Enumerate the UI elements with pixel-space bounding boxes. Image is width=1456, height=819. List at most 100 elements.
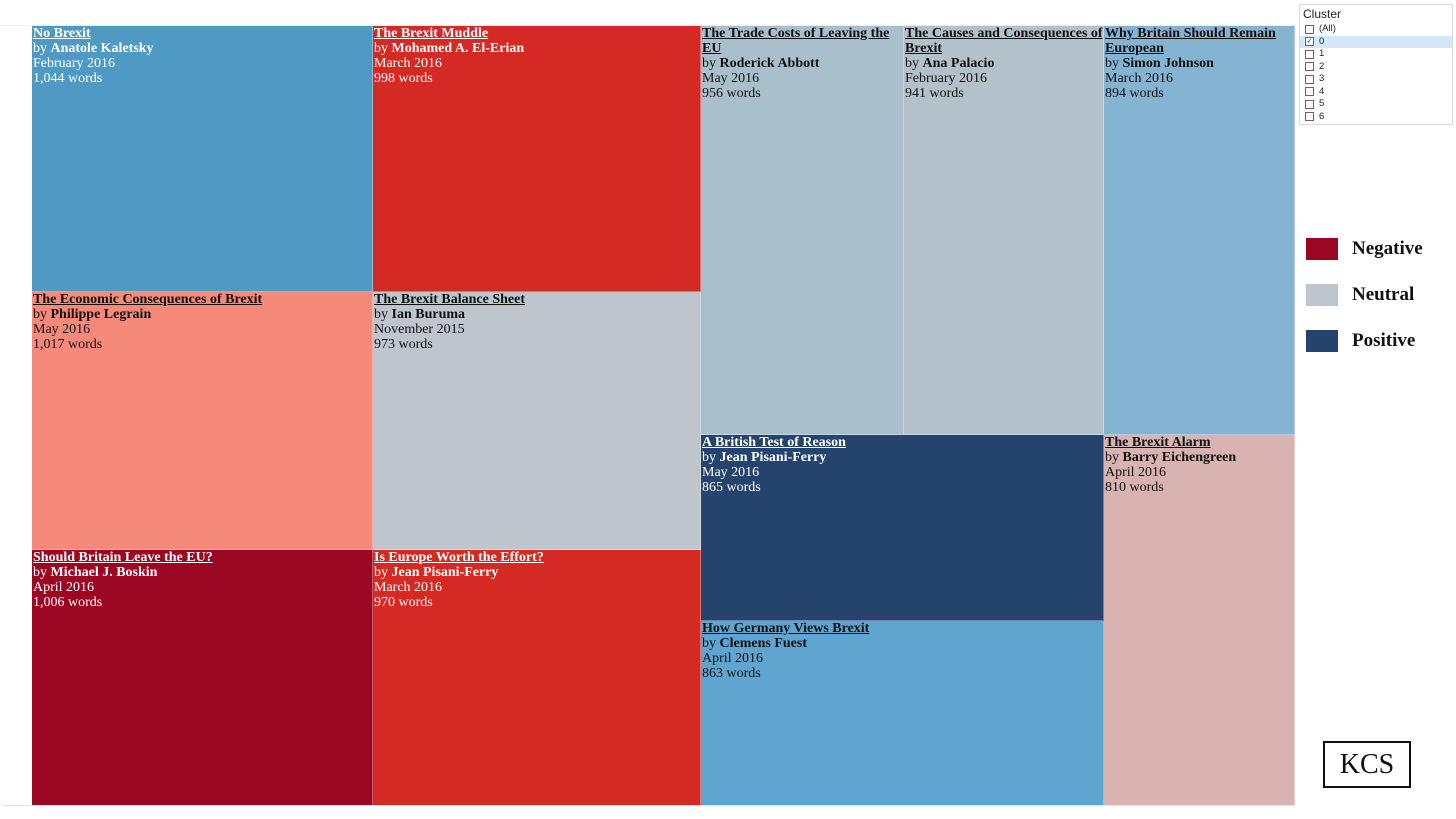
- article-author: by Jean Pisani-Ferry: [374, 565, 700, 580]
- tile-label: The Brexit Balance Sheet by Ian Buruma Nov…: [373, 292, 700, 352]
- treemap-tile[interactable]: Why Britain Should Remain European by Sim…: [1104, 26, 1295, 435]
- by-prefix: by: [905, 56, 923, 71]
- legend-item: Positive: [1306, 330, 1415, 352]
- treemap-tile[interactable]: A British Test of Reason by Jean Pisani-F…: [701, 435, 1104, 621]
- filter-option[interactable]: ✓ 0: [1300, 35, 1452, 48]
- tile-label: No Brexit by Anatole Kaletsky February 201…: [32, 26, 372, 86]
- article-word-count: 956 words: [702, 86, 761, 101]
- by-prefix: by: [33, 307, 51, 322]
- tile-label: Why Britain Should Remain European by Sim…: [1104, 26, 1294, 101]
- tile-label: Should Britain Leave the EU? by Michael J…: [32, 550, 372, 610]
- treemap-tile[interactable]: The Trade Costs of Leaving the EU by Rode…: [701, 26, 904, 435]
- legend-swatch: [1306, 330, 1338, 352]
- treemap-tile[interactable]: Is Europe Worth the Effort? by Jean Pisan…: [373, 550, 701, 806]
- filter-option[interactable]: (All): [1300, 23, 1452, 36]
- top-strip: [0, 0, 1296, 26]
- article-title-link[interactable]: Should Britain Leave the EU?: [33, 550, 213, 565]
- author-name: Michael J. Boskin: [50, 565, 158, 580]
- filter-option-label: 5: [1319, 98, 1325, 109]
- checkbox-icon[interactable]: [1305, 87, 1314, 97]
- tile-label: Is Europe Worth the Effort? by Jean Pisan…: [373, 550, 700, 610]
- checkbox-icon[interactable]: [1305, 99, 1314, 109]
- tile-label: A British Test of Reason by Jean Pisani-F…: [701, 435, 1103, 495]
- filter-option[interactable]: 1: [1300, 48, 1452, 61]
- checkbox-icon[interactable]: [1305, 24, 1314, 34]
- treemap-tile[interactable]: The Economic Consequences of Brexit by Ph…: [32, 292, 373, 550]
- checkbox-icon[interactable]: [1305, 62, 1314, 72]
- article-title-link[interactable]: No Brexit: [33, 26, 91, 41]
- article-word-count: 998 words: [374, 71, 433, 86]
- filter-option[interactable]: 3: [1300, 73, 1452, 86]
- treemap-tile[interactable]: How Germany Views Brexit by Clemens Fuest…: [701, 621, 1104, 806]
- author-name: Simon Johnson: [1122, 56, 1214, 71]
- checkbox-icon[interactable]: [1305, 74, 1314, 84]
- filter-option-label: 4: [1319, 85, 1325, 97]
- tile-label: The Trade Costs of Leaving the EU by Rode…: [701, 26, 903, 101]
- filter-option[interactable]: 5: [1300, 98, 1452, 111]
- legend-item: Neutral: [1306, 284, 1414, 306]
- article-date: May 2016: [702, 465, 760, 480]
- treemap-tile[interactable]: The Brexit Muddle by Mohamed A. El-Erian M…: [373, 26, 701, 292]
- article-author: by Philippe Legrain: [33, 307, 372, 322]
- treemap-tile[interactable]: The Brexit Balance Sheet by Ian Buruma Nov…: [373, 292, 701, 550]
- treemap-tile[interactable]: The Brexit Alarm by Barry Eichengreen Apri…: [1104, 435, 1295, 806]
- author-name: Clemens Fuest: [719, 636, 808, 651]
- article-title-link[interactable]: Is Europe Worth the Effort?: [374, 550, 544, 565]
- checkbox-icon[interactable]: [1305, 49, 1314, 59]
- article-date: March 2016: [374, 580, 443, 595]
- article-title-link[interactable]: The Brexit Balance Sheet: [374, 292, 526, 307]
- author-name: Jean Pisani-Ferry: [719, 450, 827, 465]
- author-name: Ana Palacio: [922, 56, 995, 71]
- filter-option-label: 0: [1319, 35, 1325, 47]
- article-title-link[interactable]: The Causes and Consequences of Brexit: [905, 26, 1103, 56]
- article-author: by Jean Pisani-Ferry: [702, 450, 1103, 465]
- by-prefix: by: [33, 565, 51, 580]
- article-author: by Simon Johnson: [1105, 56, 1294, 71]
- by-prefix: by: [702, 450, 720, 465]
- author-name: Roderick Abbott: [719, 56, 820, 71]
- article-date: May 2016: [33, 322, 91, 337]
- tile-label: The Brexit Alarm by Barry Eichengreen Apri…: [1104, 435, 1294, 495]
- article-author: by Clemens Fuest: [702, 636, 1103, 651]
- filter-option-label: 1: [1319, 48, 1325, 59]
- filter-option[interactable]: 2: [1300, 61, 1452, 74]
- treemap-tile[interactable]: The Causes and Consequences of Brexit by …: [904, 26, 1104, 435]
- article-date: April 2016: [1105, 465, 1167, 480]
- tile-label: The Brexit Muddle by Mohamed A. El-Erian M…: [373, 26, 700, 86]
- article-author: by Ian Buruma: [374, 307, 700, 322]
- article-title-link[interactable]: The Trade Costs of Leaving the EU: [702, 26, 890, 56]
- by-prefix: by: [374, 307, 392, 322]
- article-date: March 2016: [1105, 71, 1174, 86]
- article-title-link[interactable]: The Brexit Muddle: [374, 26, 489, 41]
- article-title-link[interactable]: The Economic Consequences of Brexit: [33, 292, 263, 307]
- article-author: by Mohamed A. El-Erian: [374, 41, 700, 56]
- bottom-divider: [4, 805, 1296, 806]
- legend-swatch: [1306, 238, 1338, 260]
- article-title-link[interactable]: The Brexit Alarm: [1105, 435, 1211, 450]
- article-author: by Roderick Abbott: [702, 56, 903, 71]
- filter-title: Cluster: [1303, 7, 1342, 21]
- checked-checkbox-icon[interactable]: ✓: [1305, 37, 1314, 47]
- article-date: May 2016: [702, 71, 760, 86]
- by-prefix: by: [702, 56, 720, 71]
- article-author: by Michael J. Boskin: [33, 565, 372, 580]
- article-word-count: 894 words: [1105, 86, 1164, 101]
- treemap-tile[interactable]: Should Britain Leave the EU? by Michael J…: [32, 550, 373, 806]
- article-title-link[interactable]: How Germany Views Brexit: [702, 621, 870, 636]
- article-word-count: 1,006 words: [33, 595, 103, 610]
- legend-swatch: [1306, 284, 1338, 306]
- article-title-link[interactable]: A British Test of Reason: [702, 435, 846, 450]
- treemap-tile[interactable]: No Brexit by Anatole Kaletsky February 201…: [32, 26, 373, 292]
- legend-label: Neutral: [1352, 284, 1415, 305]
- tile-label: The Causes and Consequences of Brexit by …: [904, 26, 1103, 101]
- article-title-link[interactable]: Why Britain Should Remain European: [1105, 26, 1276, 56]
- checkbox-icon[interactable]: [1305, 112, 1314, 122]
- legend-label: Negative: [1352, 238, 1423, 259]
- article-word-count: 1,017 words: [33, 337, 103, 352]
- filter-option[interactable]: 6: [1300, 111, 1452, 124]
- filter-option[interactable]: 4: [1300, 86, 1452, 99]
- legend-label: Positive: [1352, 330, 1416, 351]
- filter-option-label: 2: [1319, 60, 1325, 72]
- author-name: Philippe Legrain: [50, 307, 152, 322]
- article-date: March 2016: [374, 56, 443, 71]
